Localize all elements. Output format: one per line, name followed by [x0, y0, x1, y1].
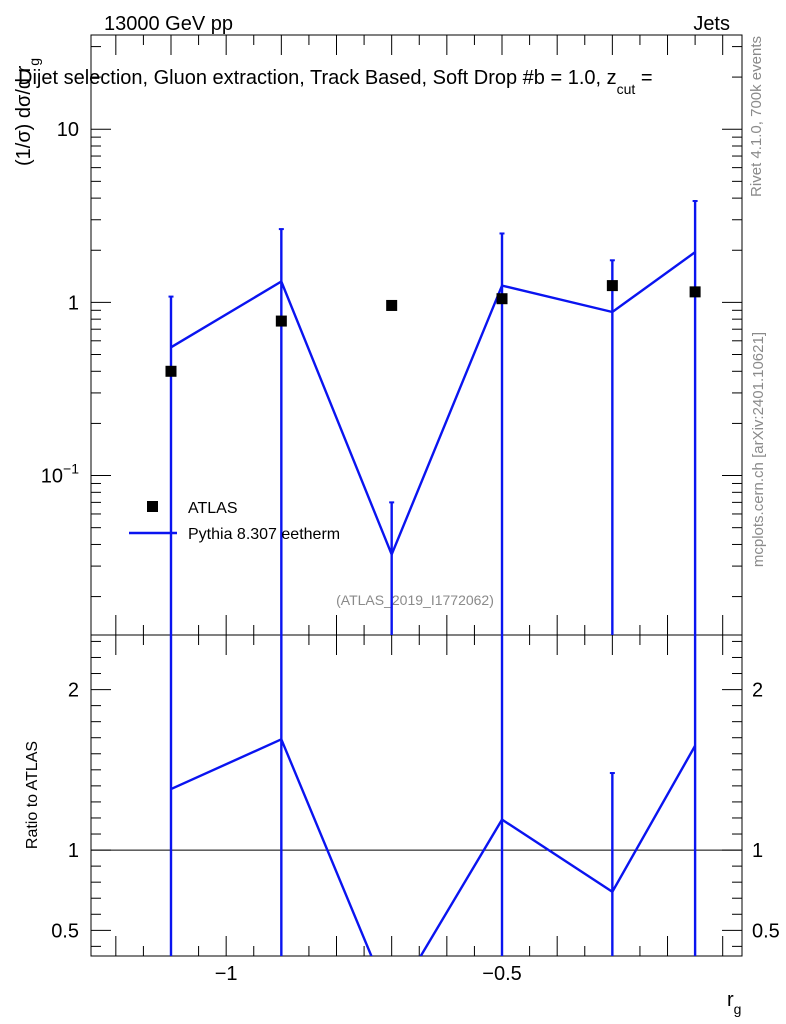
ratio-xtick-label: −1	[215, 963, 238, 985]
atlas-data-point	[275, 315, 287, 327]
mc-line	[170, 251, 696, 558]
main-ylabel-text: (1/σ) dσ/d rg	[13, 58, 42, 166]
atlas-data-point	[386, 299, 398, 311]
ratio-plot-area	[169, 635, 697, 956]
ratio-ytick-label-left: 1	[68, 840, 79, 862]
main-ytick-label: 10	[57, 119, 79, 141]
main-frame	[90, 34, 743, 636]
atlas-data-point	[606, 280, 618, 292]
ratio-ytick-label-right: 2	[752, 680, 763, 702]
legend: ATLAS Pythia 8.307 eetherm	[129, 500, 340, 543]
main-ylabel: (1/σ) dσ/d rg	[13, 58, 42, 166]
ratio-ytick-label-left: 0.5	[51, 920, 79, 942]
ratio-ticks: −1 −0.5 0.5 0.5 1 1 2 2	[51, 635, 780, 985]
analysis-watermark: (ATLAS_2019_I1772062)	[336, 592, 494, 608]
header-jets: Jets	[693, 13, 730, 35]
atlas-data-point	[689, 286, 701, 298]
plot-title: Dijet selection, Gluon extraction, Track…	[18, 67, 653, 97]
ratio-xlabel: rg	[727, 989, 741, 1017]
atlas-data-point	[165, 365, 177, 377]
ratio-ylabel: Ratio to ATLAS	[24, 741, 41, 849]
ratio-ytick-label-left: 2	[68, 680, 79, 702]
main-ticks: 10−1 1 10	[41, 35, 742, 635]
rivet-label: Rivet 4.1.0, 700k events	[748, 36, 765, 197]
main-ytick-label: 1	[68, 292, 79, 314]
ratio-line	[170, 737, 697, 956]
atlas-data-point	[496, 293, 508, 305]
main-plot-area	[165, 199, 701, 635]
ratio-ytick-label-right: 0.5	[752, 920, 780, 942]
ratio-xtick-label: −0.5	[482, 963, 521, 985]
legend-atlas-label: ATLAS	[188, 500, 238, 517]
ratio-ytick-label-right: 1	[752, 840, 763, 862]
header-energy: 13000 GeV pp	[104, 13, 233, 35]
legend-pythia-label: Pythia 8.307 eetherm	[188, 526, 340, 543]
legend-atlas-marker	[147, 501, 158, 512]
ratio-frame	[90, 634, 743, 957]
mcplots-label: mcplots.cern.ch [arXiv:2401.10621]	[750, 332, 767, 567]
main-ytick-label: 10−1	[41, 461, 79, 488]
